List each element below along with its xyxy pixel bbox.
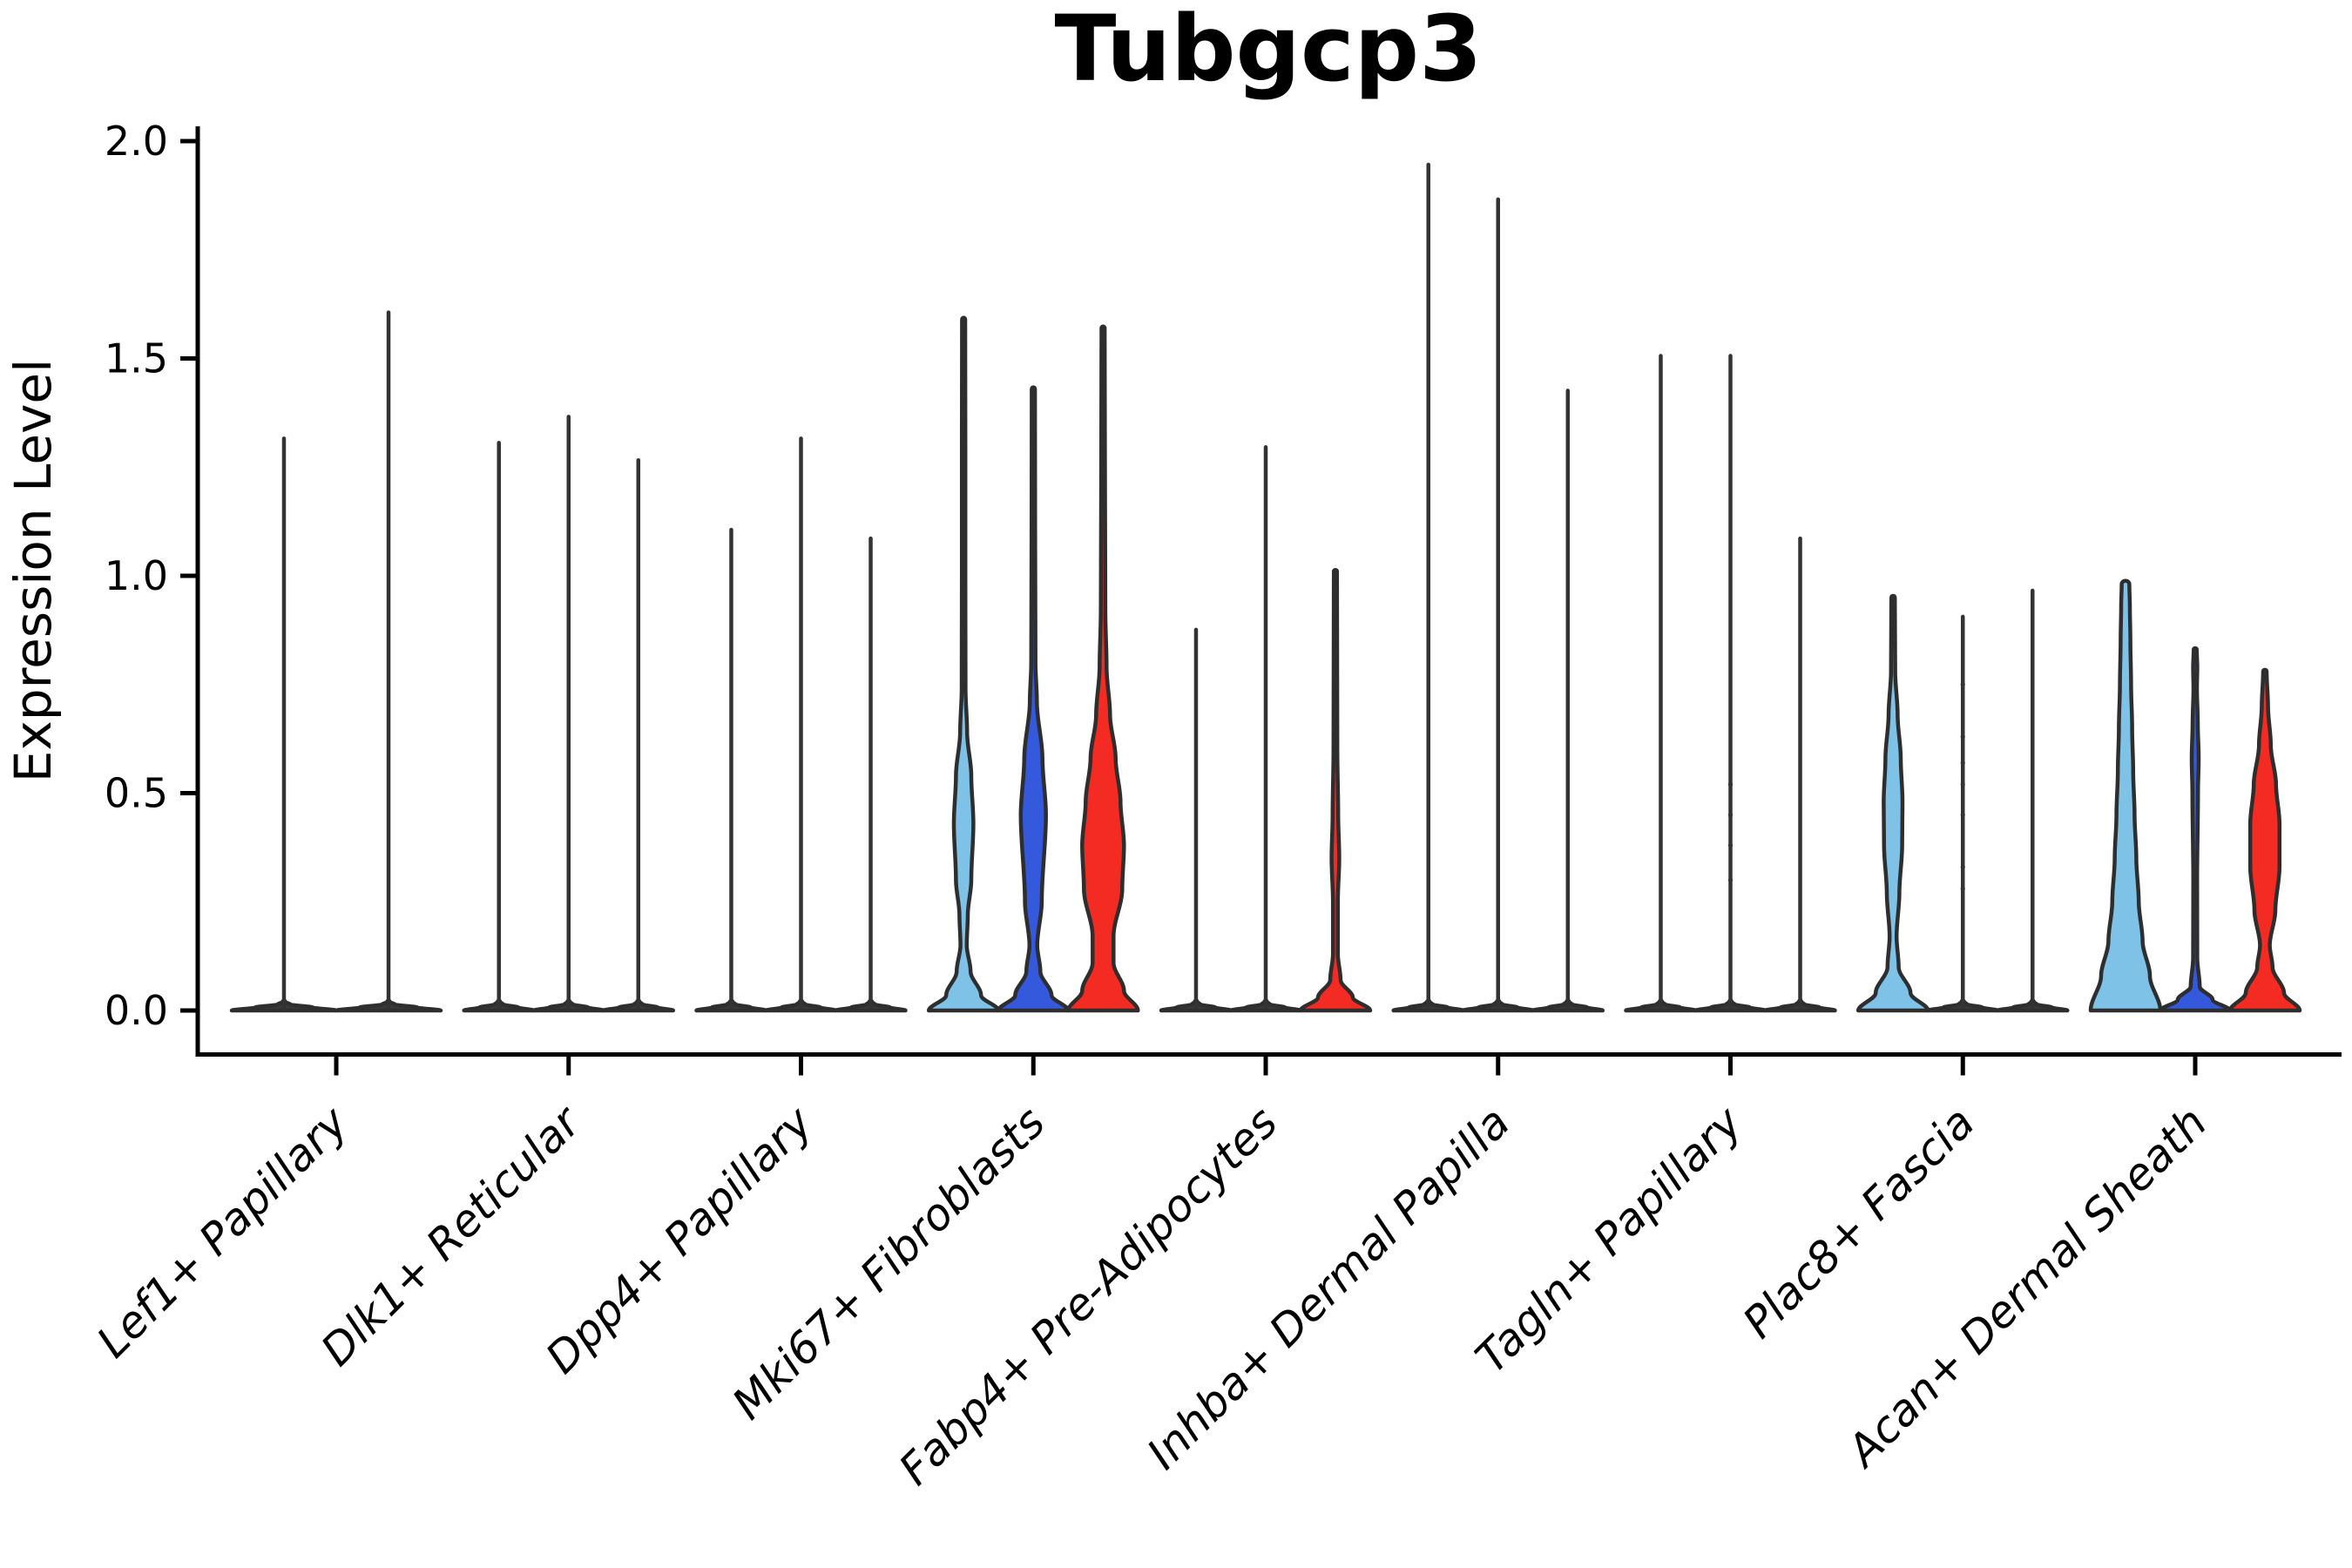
x-tick-label: Fabp4+ Pre-Adipocytes <box>889 1097 1288 1495</box>
y-tick-label: 0.0 <box>105 987 168 1034</box>
cell-point <box>1960 886 1965 891</box>
cell-point <box>1727 842 1734 848</box>
violin-layer <box>229 162 2302 1013</box>
y-tick-label: 1.5 <box>105 335 168 382</box>
violin-blue <box>2158 645 2233 1013</box>
cell-point <box>1960 812 1965 818</box>
violin-red <box>1298 568 1373 1013</box>
y-tick-label: 1.0 <box>105 552 168 599</box>
cell-point <box>1960 734 1965 740</box>
cell-point <box>1727 812 1734 818</box>
y-tick-label: 0.5 <box>105 770 168 817</box>
cell-point <box>1960 760 1965 766</box>
violin-skyblue <box>2088 578 2163 1013</box>
y-tick-label: 2.0 <box>105 118 168 165</box>
violin-blue <box>996 385 1071 1013</box>
violin-red <box>2227 667 2302 1013</box>
cell-point <box>1960 682 1965 687</box>
violin-skyblue <box>926 315 1001 1013</box>
y-axis-label: Expression Level <box>3 359 63 782</box>
x-tick-label: Lef1+ Papillary <box>87 1096 358 1367</box>
cell-point <box>1960 864 1965 869</box>
violin-red <box>1066 324 1140 1013</box>
cell-point <box>1727 781 1734 787</box>
x-tick-label: Plac8+ Fascia <box>1734 1097 1984 1348</box>
violin-skyblue <box>1855 593 1930 1013</box>
cell-point <box>1727 877 1734 882</box>
cell-point <box>1960 781 1965 787</box>
chart-title: Tubgcp3 <box>1055 0 1483 102</box>
